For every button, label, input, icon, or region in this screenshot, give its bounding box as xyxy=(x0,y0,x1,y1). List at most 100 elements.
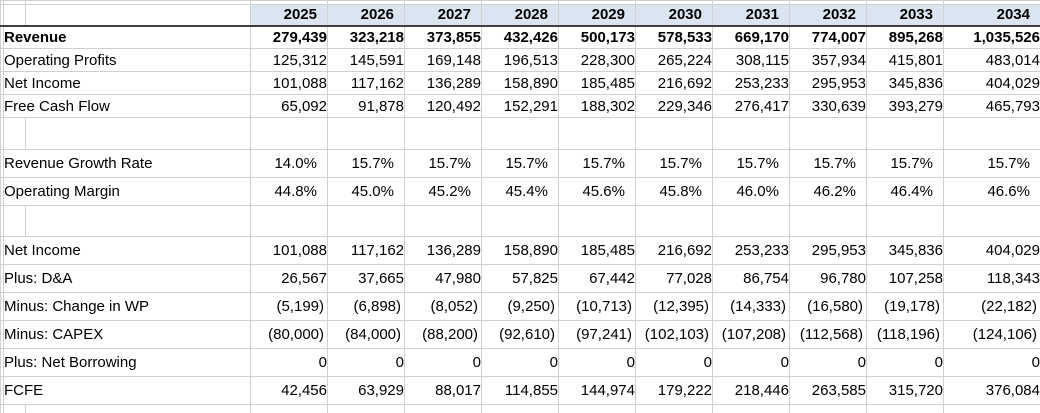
year-header[interactable]: 2030 xyxy=(635,4,713,27)
value-cell[interactable]: 117,162 xyxy=(327,236,405,265)
row-label[interactable]: Minus: CAPEX xyxy=(3,320,251,349)
value-cell[interactable]: 315,720 xyxy=(866,376,944,405)
value-cell[interactable]: 86,754 xyxy=(712,264,790,293)
value-cell[interactable]: 15.7% xyxy=(558,149,636,178)
value-cell[interactable]: 895,268 xyxy=(866,25,944,49)
value-cell[interactable]: 0 xyxy=(943,348,1040,377)
value-cell[interactable]: 47,980 xyxy=(404,264,482,293)
value-cell[interactable]: 63,929 xyxy=(327,376,405,405)
value-cell[interactable]: 357,934 xyxy=(789,48,867,72)
value-cell[interactable]: 0 xyxy=(404,348,482,377)
value-cell[interactable]: 88,017 xyxy=(404,376,482,405)
value-cell[interactable]: 404,029 xyxy=(943,236,1040,265)
value-cell[interactable]: 330,639 xyxy=(789,94,867,118)
value-cell[interactable]: (124,106) xyxy=(943,320,1040,349)
value-cell[interactable]: 169,148 xyxy=(404,48,482,72)
value-cell[interactable]: 144,974 xyxy=(558,376,636,405)
value-cell[interactable]: (84,000) xyxy=(327,320,405,349)
value-cell[interactable]: (6,898) xyxy=(327,292,405,321)
value-cell[interactable]: 45.0% xyxy=(327,177,405,206)
value-cell[interactable]: 77,028 xyxy=(635,264,713,293)
value-cell[interactable]: 218,446 xyxy=(712,376,790,405)
value-cell[interactable]: 45.2% xyxy=(404,177,482,206)
value-cell[interactable]: 1,035,526 xyxy=(943,25,1040,49)
value-cell[interactable]: 345,836 xyxy=(866,236,944,265)
value-cell[interactable]: 295,953 xyxy=(789,71,867,95)
value-cell[interactable]: 373,855 xyxy=(404,25,482,49)
value-cell[interactable]: 26,567 xyxy=(250,264,328,293)
value-cell[interactable]: (118,196) xyxy=(866,320,944,349)
value-cell[interactable]: 308,115 xyxy=(712,48,790,72)
value-cell[interactable]: (107,208) xyxy=(712,320,790,349)
value-cell[interactable]: (19,178) xyxy=(866,292,944,321)
value-cell[interactable]: 179,222 xyxy=(635,376,713,405)
value-cell[interactable]: 279,439 xyxy=(250,25,328,49)
row-label[interactable]: Minus: Change in WP xyxy=(3,292,251,321)
value-cell[interactable]: (80,000) xyxy=(250,320,328,349)
value-cell[interactable]: 96,780 xyxy=(789,264,867,293)
value-cell[interactable]: 45.8% xyxy=(635,177,713,206)
value-cell[interactable]: 253,233 xyxy=(712,236,790,265)
value-cell[interactable]: 46.6% xyxy=(943,177,1040,206)
value-cell[interactable]: 323,218 xyxy=(327,25,405,49)
year-header[interactable]: 2027 xyxy=(404,4,482,27)
row-label[interactable]: Operating Profits xyxy=(3,48,251,72)
value-cell[interactable]: 263,585 xyxy=(789,376,867,405)
value-cell[interactable]: 229,346 xyxy=(635,94,713,118)
value-cell[interactable]: 46.0% xyxy=(712,177,790,206)
value-cell[interactable]: 376,084 xyxy=(943,376,1040,405)
value-cell[interactable]: 118,343 xyxy=(943,264,1040,293)
year-header[interactable]: 2029 xyxy=(558,4,636,27)
value-cell[interactable]: (16,580) xyxy=(789,292,867,321)
value-cell[interactable]: 0 xyxy=(866,348,944,377)
value-cell[interactable]: 216,692 xyxy=(635,71,713,95)
value-cell[interactable]: (8,052) xyxy=(404,292,482,321)
value-cell[interactable]: 0 xyxy=(635,348,713,377)
value-cell[interactable]: (22,182) xyxy=(943,292,1040,321)
value-cell[interactable]: 44.8% xyxy=(250,177,328,206)
value-cell[interactable]: 15.7% xyxy=(327,149,405,178)
value-cell[interactable]: 15.7% xyxy=(866,149,944,178)
value-cell[interactable]: 101,088 xyxy=(250,236,328,265)
value-cell[interactable]: (92,610) xyxy=(481,320,559,349)
row-label[interactable]: Net Income xyxy=(3,236,251,265)
value-cell[interactable]: 432,426 xyxy=(481,25,559,49)
year-header[interactable]: 2034 xyxy=(943,4,1040,27)
value-cell[interactable]: 404,029 xyxy=(943,71,1040,95)
year-header[interactable]: 2033 xyxy=(866,4,944,27)
value-cell[interactable]: 276,417 xyxy=(712,94,790,118)
value-cell[interactable]: 101,088 xyxy=(250,71,328,95)
value-cell[interactable]: (9,250) xyxy=(481,292,559,321)
year-header[interactable]: 2025 xyxy=(250,4,328,27)
value-cell[interactable]: 483,014 xyxy=(943,48,1040,72)
value-cell[interactable]: 120,492 xyxy=(404,94,482,118)
value-cell[interactable]: 228,300 xyxy=(558,48,636,72)
row-label[interactable]: FCFE xyxy=(3,376,251,405)
value-cell[interactable]: 0 xyxy=(789,348,867,377)
value-cell[interactable]: (97,241) xyxy=(558,320,636,349)
year-header[interactable]: 2026 xyxy=(327,4,405,27)
value-cell[interactable]: 295,953 xyxy=(789,236,867,265)
value-cell[interactable]: (14,333) xyxy=(712,292,790,321)
value-cell[interactable]: (5,199) xyxy=(250,292,328,321)
value-cell[interactable]: 216,692 xyxy=(635,236,713,265)
row-label[interactable]: Plus: D&A xyxy=(3,264,251,293)
value-cell[interactable]: 0 xyxy=(558,348,636,377)
row-label[interactable]: Revenue xyxy=(3,25,251,49)
value-cell[interactable]: 65,092 xyxy=(250,94,328,118)
value-cell[interactable]: (88,200) xyxy=(404,320,482,349)
value-cell[interactable]: 188,302 xyxy=(558,94,636,118)
value-cell[interactable]: 46.4% xyxy=(866,177,944,206)
value-cell[interactable]: 0 xyxy=(327,348,405,377)
value-cell[interactable]: 578,533 xyxy=(635,25,713,49)
value-cell[interactable]: 774,007 xyxy=(789,25,867,49)
value-cell[interactable]: 45.4% xyxy=(481,177,559,206)
value-cell[interactable]: (102,103) xyxy=(635,320,713,349)
row-label[interactable]: Free Cash Flow xyxy=(3,94,251,118)
value-cell[interactable]: 0 xyxy=(250,348,328,377)
value-cell[interactable]: 37,665 xyxy=(327,264,405,293)
value-cell[interactable]: 67,442 xyxy=(558,264,636,293)
value-cell[interactable]: 158,890 xyxy=(481,71,559,95)
year-header[interactable]: 2028 xyxy=(481,4,559,27)
value-cell[interactable]: 185,485 xyxy=(558,71,636,95)
